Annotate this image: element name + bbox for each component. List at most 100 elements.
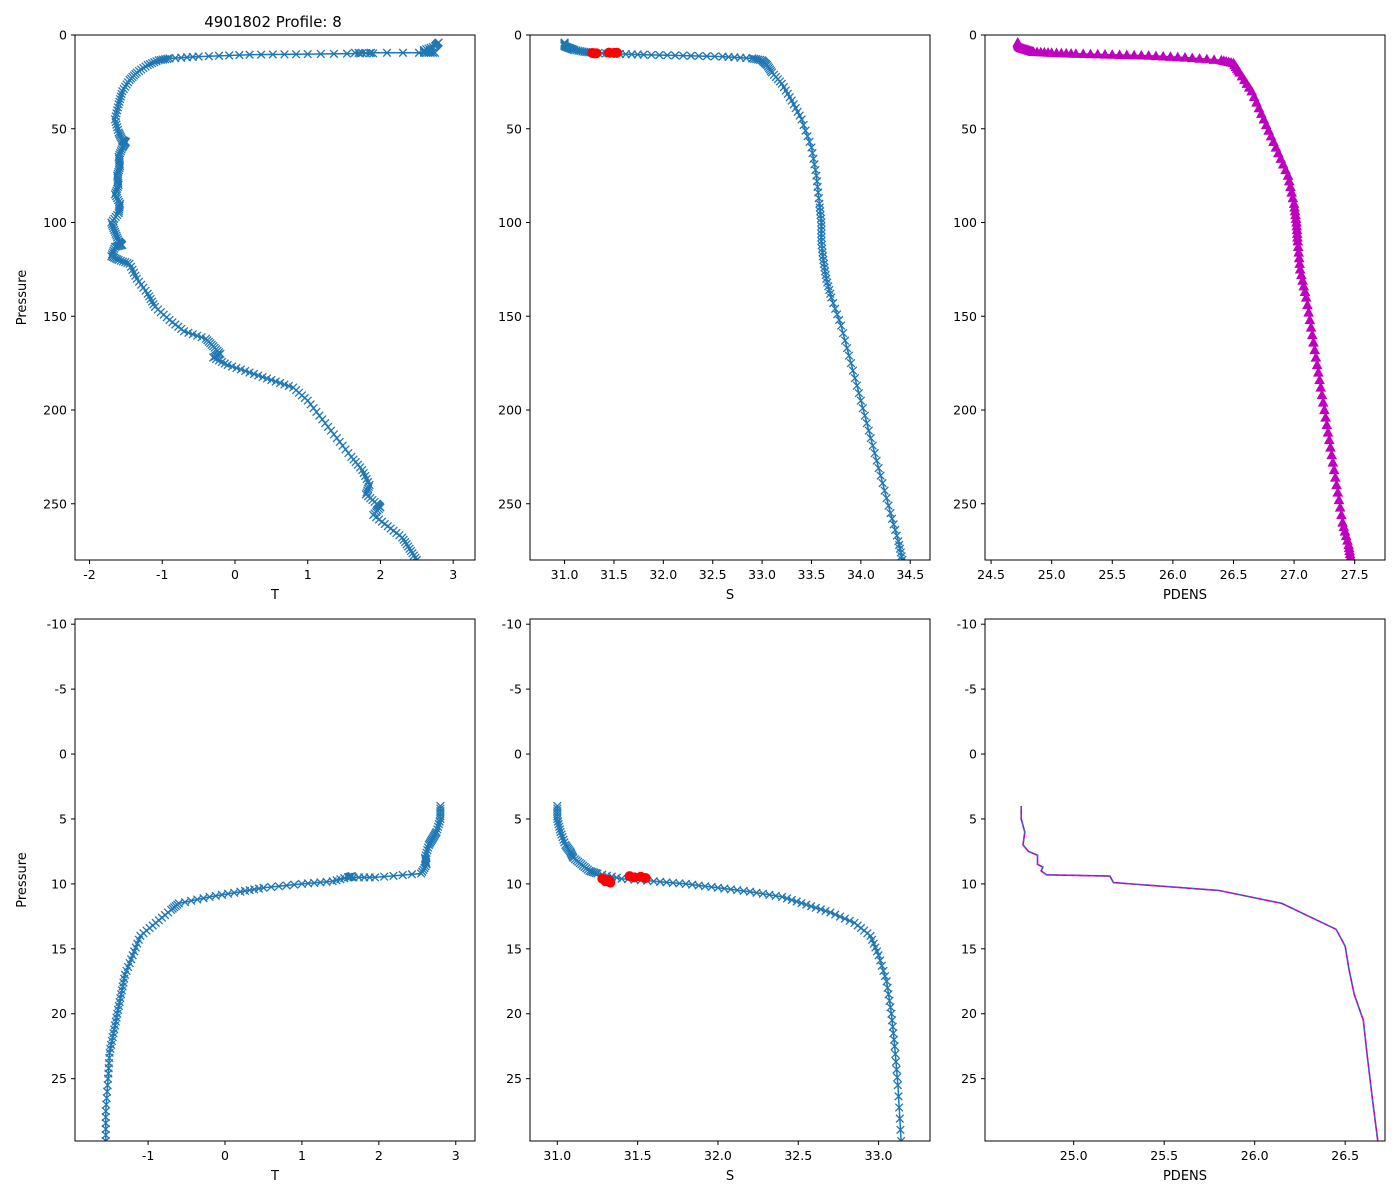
x-marker [663,50,672,60]
x-marker [559,835,568,845]
plot-area [101,801,445,1141]
x-marker [880,486,889,495]
x-marker [554,819,563,829]
x-marker [103,1074,113,1083]
x-marker [678,51,688,60]
x-marker [894,1103,904,1112]
x-marker [887,514,897,524]
x-marker [110,115,120,124]
triangle-marker [1099,48,1111,59]
x-marker [802,900,811,909]
triangle-marker [1186,52,1198,63]
x-marker [382,48,392,58]
triangle-marker [1319,404,1330,415]
x-marker [896,1136,906,1141]
x-marker [147,297,157,306]
x-axis-label: PDENS [1163,588,1207,603]
x-tick-label: 26.0 [1159,567,1187,582]
x-marker [817,236,826,246]
x-marker [834,315,844,325]
series-s [553,801,906,1141]
triangle-marker [1311,359,1323,370]
x-tick-label: 31.0 [551,567,579,582]
y-tick-label: 15 [51,941,67,956]
x-marker [694,51,704,61]
x-marker [782,894,792,903]
x-marker [826,908,835,917]
y-tick-label: 5 [59,811,67,826]
x-marker [866,433,876,443]
x-axis-label: S [726,1169,734,1184]
x-marker [893,1080,903,1090]
x-marker [840,336,850,345]
y-tick-label: 15 [506,941,522,956]
triangle-marker [1305,321,1317,332]
x-marker [117,89,126,99]
x-marker [639,50,648,59]
subplot-s-full: 31.0 31.5 32.0 32.5 33.0 33.5 34.0 34.5 0 50 100 15… [498,28,931,603]
x-marker [803,131,812,141]
y-tick-label: 150 [43,309,67,324]
triangle-marker [1314,374,1325,385]
x-marker [398,870,407,880]
x-marker [818,248,827,257]
y-tick-label: -10 [47,617,67,632]
x-marker [316,49,326,59]
x-marker [864,426,874,435]
y-tick-label: 200 [953,403,977,418]
x-marker [268,50,278,59]
x-tick-label: 0 [231,567,239,582]
series-line-dashed [1020,806,1379,1141]
x-marker [870,448,879,458]
x-tick-label: 31.5 [600,567,628,582]
triangle-marker [1303,306,1314,317]
series-line [1020,806,1379,1141]
x-marker [787,895,797,905]
x-marker [116,92,126,101]
x-tick-label: 3 [449,567,457,582]
x-marker [816,210,825,220]
x-marker [111,117,120,127]
y-tick-label: 10 [51,876,67,891]
x-tick-label: 27.5 [1341,567,1369,582]
y-tick-label: 5 [514,811,522,826]
x-marker [433,822,443,832]
flag-point [591,48,602,59]
series-line [563,42,904,560]
axes-frame [529,34,931,561]
x-tick-label: -1 [156,567,168,582]
y-tick-label: 150 [953,309,977,324]
triangle-marker [1114,49,1125,59]
x-marker [145,59,155,69]
x-marker [282,881,291,890]
triangle-marker [1092,48,1104,59]
x-marker [355,49,365,58]
x-marker [838,328,848,338]
x-marker [817,225,826,235]
x-marker [862,418,872,428]
triangle-marker [1194,53,1205,63]
triangle-marker [1121,49,1133,60]
triangle-marker [1157,50,1169,61]
series-line [105,806,442,1141]
x-marker [874,951,883,960]
triangle-marker [1312,366,1324,377]
x-marker [591,868,601,878]
x-marker [407,870,417,879]
plot-area [1020,806,1379,1141]
plot-area [107,38,443,560]
x-marker [846,358,856,368]
y-tick-label: 0 [59,28,67,43]
x-marker [874,463,883,473]
triangle-marker [1201,53,1213,64]
y-tick-label: 100 [953,215,977,230]
x-marker [436,814,445,824]
y-tick-label: 0 [969,28,977,43]
triangle-marker [1334,501,1346,512]
x-marker [894,1092,903,1101]
x-marker [101,1136,111,1141]
x-marker [557,830,566,839]
y-tick-label: 50 [51,121,67,136]
